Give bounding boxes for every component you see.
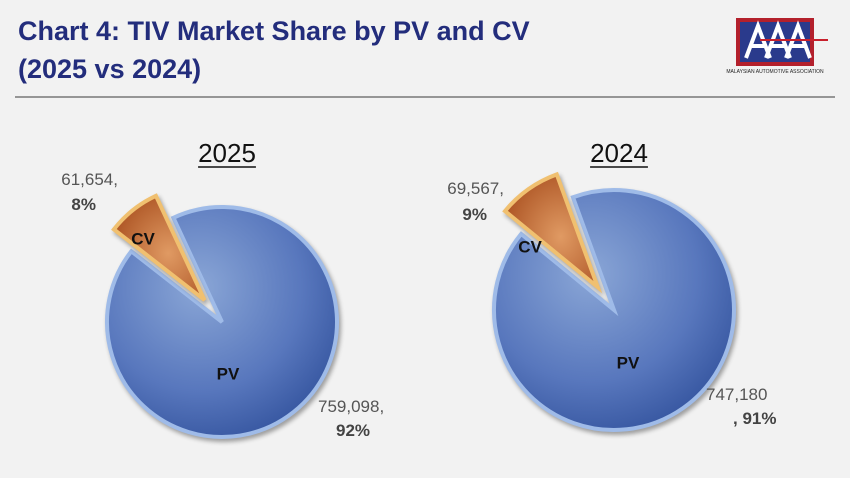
category-label: PV: [617, 353, 640, 372]
value-label: 61,654,: [61, 170, 118, 189]
percent-label: 9%: [462, 205, 487, 224]
category-label: PV: [217, 364, 240, 383]
page-subtitle: (2025 vs 2024): [18, 54, 201, 84]
logo: MALAYSIAN AUTOMOTIVE ASSOCIATION: [726, 18, 828, 75]
value-label: 759,098,: [318, 397, 384, 416]
pie-title: 2024: [590, 138, 648, 168]
logo-text: MALAYSIAN AUTOMOTIVE ASSOCIATION: [726, 69, 824, 75]
category-label: CV: [131, 229, 155, 248]
value-label: 69,567,: [447, 179, 504, 198]
pie-title: 2025: [198, 138, 256, 168]
percent-label: 8%: [71, 195, 96, 214]
pie-slice: [492, 188, 736, 432]
pie-slice: [105, 205, 339, 439]
category-label: CV: [518, 237, 542, 256]
value-label: 747,180: [706, 385, 767, 404]
percent-label: , 91%: [733, 409, 776, 428]
pie-slice: [111, 193, 207, 302]
pie-slice: [502, 171, 603, 294]
page-title: Chart 4: TIV Market Share by PV and CV: [18, 16, 530, 46]
percent-label: 92%: [336, 421, 370, 440]
